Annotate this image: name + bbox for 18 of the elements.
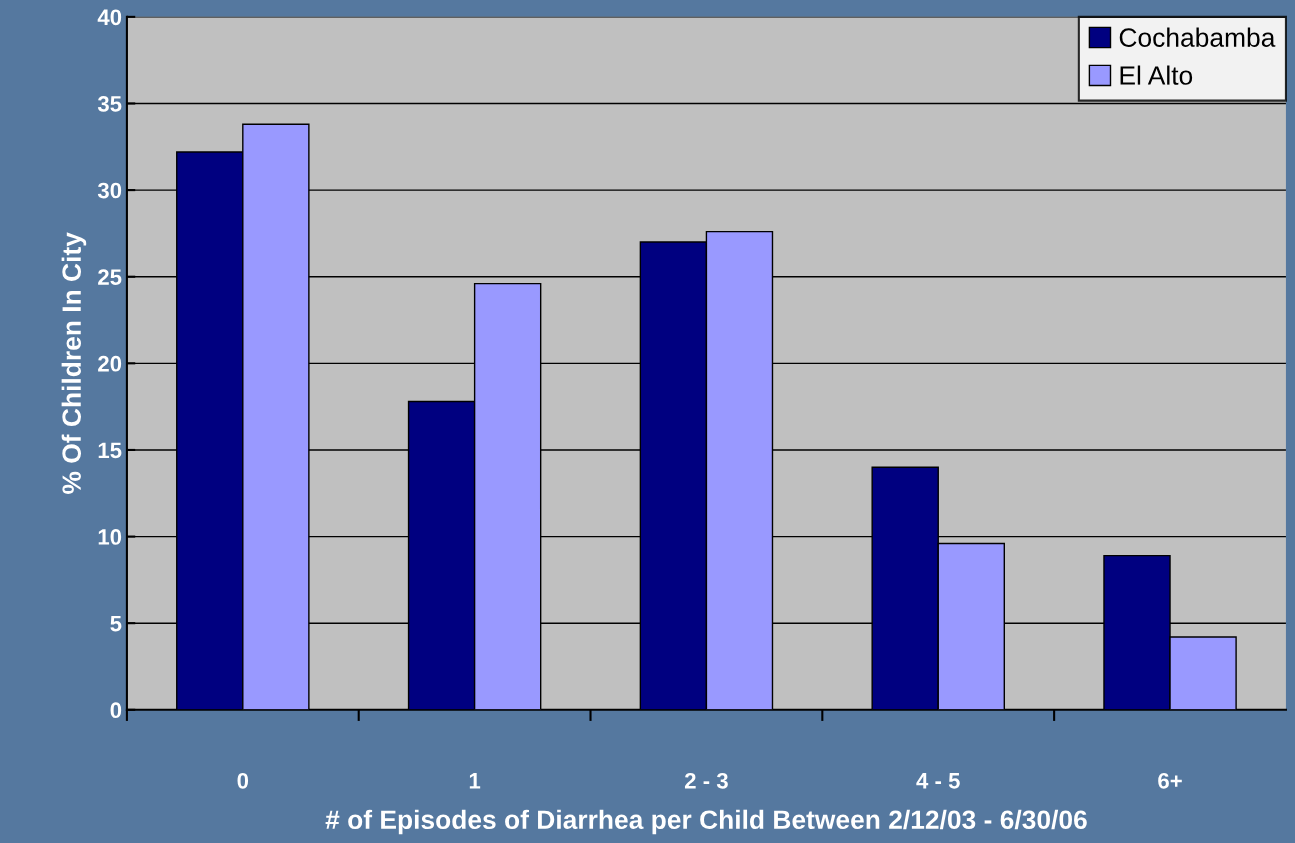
y-tick-label: 15 [98, 442, 122, 459]
x-tick-label: 4 - 5 [916, 773, 960, 789]
x-tick-label: 2 - 3 [684, 772, 728, 789]
y-tick-label: 0 [110, 702, 122, 719]
y-tick-label: 20 [98, 355, 122, 372]
y-tick-label: 5 [110, 615, 122, 632]
y-axis-title: % Of Children In City [61, 232, 87, 494]
legend-label: El Alto [1120, 65, 1193, 85]
x-tick-label: 6+ [1158, 772, 1182, 789]
y-tick-label: 10 [98, 529, 122, 545]
x-axis-title: # of Episodes of Diarrhea per Child Between 2/12/03 - 6/30/06 [325, 809, 1087, 835]
y-tick-label: 35 [97, 96, 122, 112]
y-tick-label: 30 [97, 182, 122, 199]
legend-label: Cochabamba [1119, 27, 1276, 47]
x-tick-label: 1 [469, 773, 481, 789]
x-tick-label: 0 [237, 772, 249, 789]
y-tick-label: 25 [98, 269, 122, 285]
y-tick-label: 40 [97, 9, 122, 26]
